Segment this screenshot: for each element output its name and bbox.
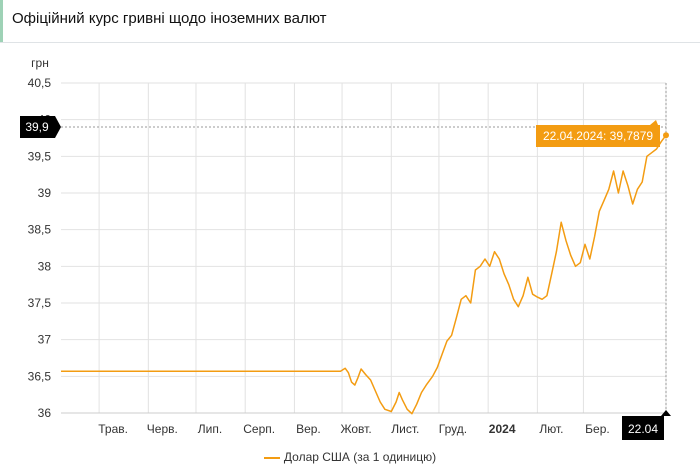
y-tick-label: 39,5 xyxy=(28,149,52,163)
y-tick-label: 38,5 xyxy=(28,223,52,237)
x-tick-label: Лист. xyxy=(391,422,419,436)
exchange-rate-chart: 3636,53737,53838,53939,54040,5грнТрав.Че… xyxy=(20,56,671,440)
current-date-badge-pointer xyxy=(661,410,671,416)
x-tick-label: Серп. xyxy=(243,422,275,436)
y-tick-label: 37 xyxy=(38,333,52,347)
y-tick-label: 37,5 xyxy=(28,296,52,310)
series-line-usd xyxy=(61,134,667,415)
x-tick-label: Груд. xyxy=(439,422,467,436)
page-header: Офіційний курс гривні щодо іноземних вал… xyxy=(0,0,700,43)
x-tick-label: Бер. xyxy=(585,422,610,436)
x-tick-label: Лют. xyxy=(539,422,563,436)
page-title: Офіційний курс гривні щодо іноземних вал… xyxy=(12,10,327,27)
x-tick-label: Жовт. xyxy=(340,422,371,436)
x-tick-label: Черв. xyxy=(147,422,178,436)
current-date-badge xyxy=(622,416,664,440)
y-tick-label: 38 xyxy=(38,259,52,273)
y-tick-label: 39 xyxy=(38,186,52,200)
x-tick-label: Вер. xyxy=(296,422,321,436)
tooltip-text: 22.04.2024: 39,7879 xyxy=(543,129,653,143)
y-tick-label: 40,5 xyxy=(28,76,52,90)
x-tick-label: Лип. xyxy=(198,422,222,436)
tooltip-box xyxy=(536,120,660,147)
y-tick-label: 36 xyxy=(38,406,52,420)
y-tick-label: 36,5 xyxy=(28,369,52,383)
legend-swatch xyxy=(263,456,280,459)
x-tick-label: 2024 xyxy=(489,422,516,436)
last-point-marker xyxy=(663,132,669,139)
chart-legend[interactable]: Долар США (за 1 одиницю) xyxy=(0,450,700,464)
y-axis-label: грн xyxy=(31,56,49,70)
legend-label: Долар США (за 1 одиницю) xyxy=(283,450,437,464)
header-accent-bar xyxy=(0,0,3,42)
x-tick-label: Трав. xyxy=(98,422,128,436)
current-value-label: 39,9 xyxy=(25,120,49,134)
current-value-badge xyxy=(20,116,61,138)
current-date-label: 22.04 xyxy=(628,422,658,436)
